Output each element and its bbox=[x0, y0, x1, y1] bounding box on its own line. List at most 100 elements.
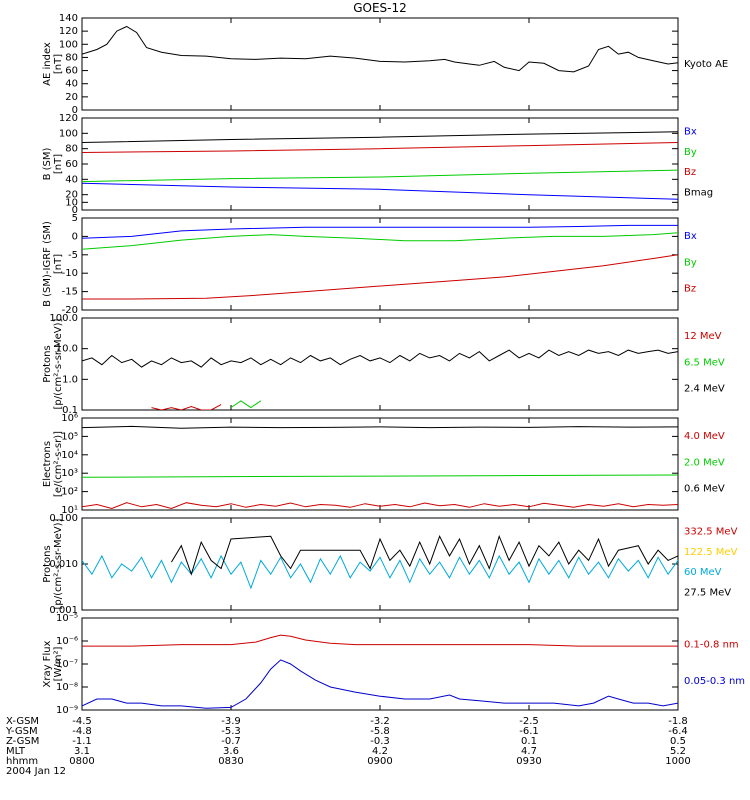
x-tick-value: 4.2 bbox=[372, 746, 388, 757]
y-tick-label: 10⁻⁶ bbox=[56, 636, 78, 647]
y-tick-label: 0 bbox=[72, 231, 78, 242]
y-axis-label: [nT] bbox=[53, 54, 64, 74]
x-axis-row-label: Y-GSM bbox=[5, 726, 38, 737]
x-tick-value: -0.7 bbox=[221, 736, 241, 747]
x-tick-value: -5.3 bbox=[221, 726, 241, 737]
series-line-0-1-0-8-nm bbox=[82, 634, 678, 647]
series-line-bz bbox=[82, 142, 678, 153]
y-tick-label: 10 bbox=[65, 197, 78, 208]
x-tick-value: -5.8 bbox=[370, 726, 390, 737]
series-line-bx bbox=[82, 182, 678, 200]
legend-label: 2.4 MeV bbox=[684, 384, 725, 395]
x-tick-value: -3.2 bbox=[370, 716, 390, 727]
y-tick-label: 0.100 bbox=[49, 513, 78, 524]
y-tick-label: 10⁻⁷ bbox=[56, 659, 78, 670]
y-tick-label: 60 bbox=[65, 159, 78, 170]
x-tick-value: -1.1 bbox=[72, 736, 92, 747]
y-tick-label: 10⁴ bbox=[61, 450, 78, 461]
x-tick-value: -6.1 bbox=[519, 726, 539, 737]
legend-label: 0.6 MeV bbox=[684, 484, 725, 495]
y-tick-label: 10⁻⁵ bbox=[56, 613, 78, 624]
y-tick-label: 10³ bbox=[61, 468, 78, 479]
legend-label: Bx bbox=[684, 126, 697, 137]
y-tick-label: 120 bbox=[59, 113, 78, 124]
x-tick-value: 0900 bbox=[367, 756, 392, 767]
y-tick-label: -5 bbox=[68, 250, 78, 261]
y-tick-label: 100.0 bbox=[49, 313, 78, 324]
series-line-0-05-0-3-nm bbox=[82, 659, 678, 709]
panel-1: 0 20 40 60 80 100 120 140 AE index [nT] Kyoto AE bbox=[42, 13, 728, 116]
x-tick-value: 4.7 bbox=[521, 746, 537, 757]
chart-title: GOES-12 bbox=[353, 1, 407, 15]
y-axis-label: Xray Flux bbox=[42, 640, 53, 687]
legend-label: 60 MeV bbox=[684, 567, 722, 578]
series-line-60-mev bbox=[82, 554, 678, 590]
y-axis-label: [p/(cm²-s-sr-MeV)] bbox=[53, 518, 64, 609]
legend-label: 4.0 MeV bbox=[684, 431, 725, 442]
y-tick-label: 10.0 bbox=[56, 344, 78, 355]
x-axis-row-label: 2004 Jan 12 bbox=[6, 766, 66, 777]
series-line-bmag bbox=[82, 131, 678, 143]
x-tick-value: -2.5 bbox=[519, 716, 539, 727]
legend-label: By bbox=[684, 257, 697, 268]
y-tick-label: -10 bbox=[62, 268, 78, 279]
y-tick-label: 0 bbox=[72, 105, 78, 116]
x-tick-value: 0.5 bbox=[670, 736, 686, 747]
series-line-6-5-mev bbox=[230, 400, 262, 409]
x-tick-value: 5.2 bbox=[670, 746, 686, 757]
panel-6: 0.001 0.010 0.100 Protons [p/(cm²-s-sr-MeV)]… bbox=[42, 513, 738, 616]
y-axis-label: [e/(cm²-s-sr)] bbox=[53, 431, 64, 497]
legend-label: Bz bbox=[684, 167, 696, 178]
series-line-12-mev bbox=[151, 404, 222, 410]
legend-label: 0.05-0.3 nm bbox=[684, 676, 745, 687]
legend-label: 12 MeV bbox=[684, 331, 722, 342]
y-axis-label: [nT] bbox=[53, 254, 64, 274]
y-tick-label: 40 bbox=[65, 174, 78, 185]
x-tick-value: -4.8 bbox=[72, 726, 92, 737]
legend-label: 6.5 MeV bbox=[684, 357, 725, 368]
legend-label: By bbox=[684, 147, 697, 158]
y-tick-label: 10⁻⁸ bbox=[56, 682, 78, 693]
legend-label: 2.0 MeV bbox=[684, 457, 725, 468]
y-tick-label: 80 bbox=[65, 52, 78, 63]
y-axis-label: [W/m²] bbox=[53, 646, 64, 681]
legend-label: Bx bbox=[684, 231, 697, 242]
legend-label: Bz bbox=[684, 284, 696, 295]
x-tick-value: -1.8 bbox=[668, 716, 688, 727]
y-tick-label: 10² bbox=[61, 487, 78, 498]
y-tick-label: 5 bbox=[72, 213, 78, 224]
series-line-kyoto-ae bbox=[82, 25, 678, 73]
y-tick-label: 80 bbox=[65, 144, 78, 155]
y-tick-label: 120 bbox=[59, 26, 78, 37]
x-tick-value: 0830 bbox=[218, 756, 243, 767]
y-tick-label: 100 bbox=[59, 39, 78, 50]
y-tick-label: -20 bbox=[62, 305, 78, 316]
panel-frame bbox=[81, 417, 679, 511]
y-axis-label: Protons bbox=[42, 345, 53, 382]
series-line-2-0-mev bbox=[82, 474, 678, 478]
y-tick-label: 20 bbox=[65, 92, 78, 103]
y-tick-label: 10⁵ bbox=[61, 431, 78, 442]
y-tick-label: 1.0 bbox=[62, 374, 78, 385]
x-tick-value: 0930 bbox=[516, 756, 541, 767]
y-axis-label: B (SM) bbox=[42, 147, 53, 180]
y-tick-label: 0 bbox=[72, 205, 78, 216]
y-tick-label: 100 bbox=[59, 128, 78, 139]
y-tick-label: 20 bbox=[65, 190, 78, 201]
y-axis-label: B (SM)-IGRF (SM) bbox=[42, 221, 53, 307]
y-tick-label: 10⁶ bbox=[61, 413, 78, 424]
y-axis-label: Protons bbox=[42, 545, 53, 582]
legend-label: 0.1-0.8 nm bbox=[684, 639, 739, 650]
legend-label: 27.5 MeV bbox=[684, 588, 731, 599]
y-tick-label: 60 bbox=[65, 66, 78, 77]
panel-frame bbox=[81, 317, 679, 411]
panel-7: 10⁻⁹ 10⁻⁸ 10⁻⁷ 10⁻⁶ 10⁻⁵ Xray Flux [W/m²] 0.1-0… bbox=[42, 613, 745, 716]
legend-label: Kyoto AE bbox=[684, 59, 728, 70]
legend-label: Bmag bbox=[684, 188, 713, 199]
x-tick-value: -0.3 bbox=[370, 736, 390, 747]
x-tick-value: 1000 bbox=[665, 756, 690, 767]
x-axis-row-label: X-GSM bbox=[6, 716, 39, 727]
series-line-4-0-mev bbox=[82, 502, 678, 510]
